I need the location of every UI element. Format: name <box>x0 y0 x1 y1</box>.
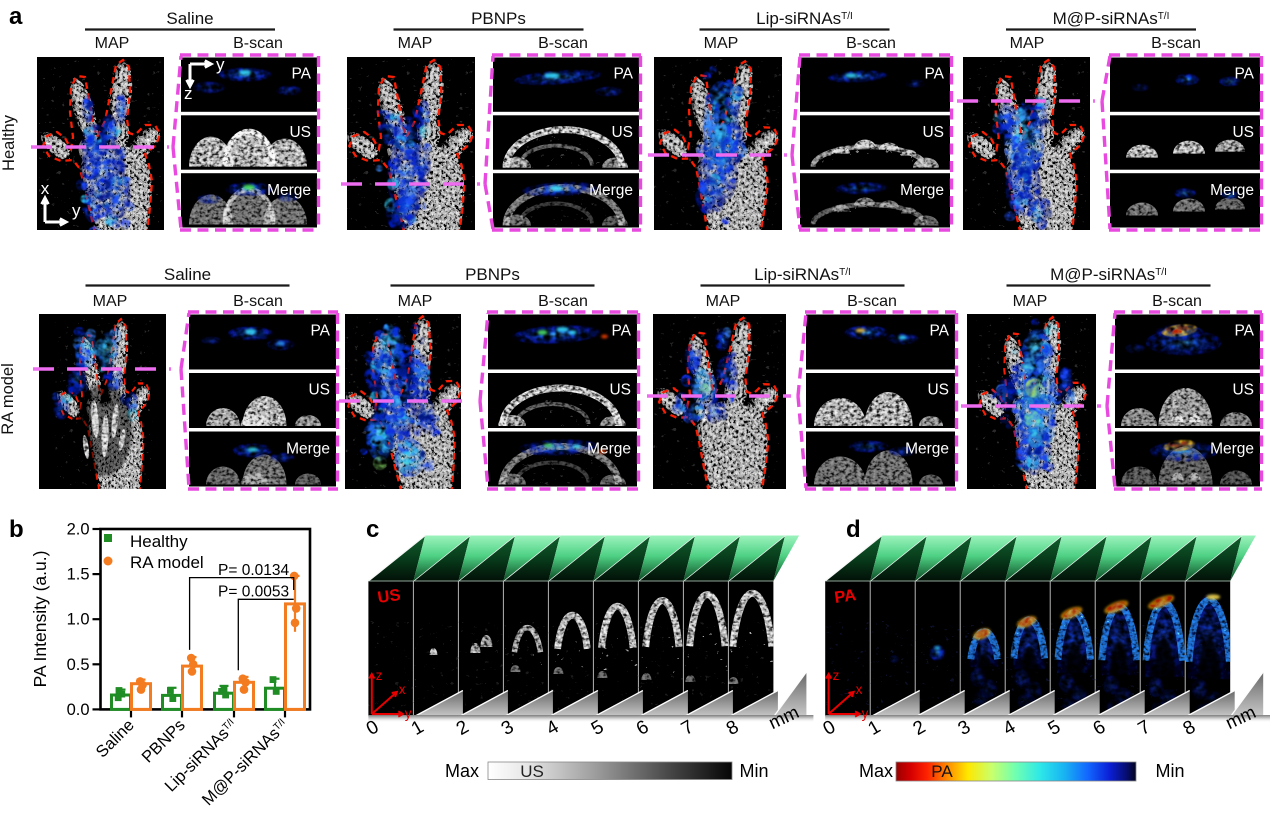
svg-text:PA: PA <box>310 323 330 340</box>
svg-text:MAP: MAP <box>1013 293 1048 310</box>
svg-text:US: US <box>289 124 311 141</box>
svg-text:Saline: Saline <box>166 9 213 28</box>
svg-text:M@P-siRNAsT/I: M@P-siRNAsT/I <box>199 716 292 809</box>
svg-text:x: x <box>41 179 50 198</box>
svg-text:PA: PA <box>929 323 949 340</box>
svg-text:Lip-siRNAsT/I: Lip-siRNAsT/I <box>754 265 851 284</box>
svg-text:PA: PA <box>1234 323 1254 340</box>
svg-text:PA: PA <box>931 762 953 781</box>
svg-text:Lip-siRNAsT/I: Lip-siRNAsT/I <box>756 9 853 28</box>
svg-text:MAP: MAP <box>398 35 433 52</box>
svg-text:Max: Max <box>859 761 893 781</box>
svg-text:US: US <box>520 762 544 781</box>
svg-text:PBNPs: PBNPs <box>465 265 520 284</box>
svg-text:PA: PA <box>291 66 311 83</box>
svg-text:z: z <box>376 668 383 683</box>
svg-text:B-scan: B-scan <box>846 35 896 52</box>
svg-text:US: US <box>1232 382 1254 399</box>
svg-text:MAP: MAP <box>704 35 739 52</box>
svg-text:y: y <box>405 706 412 721</box>
svg-text:Healthy: Healthy <box>130 532 188 551</box>
svg-text:PA: PA <box>613 66 633 83</box>
svg-text:MAP: MAP <box>398 293 433 310</box>
svg-text:PA: PA <box>833 586 857 607</box>
svg-text:Merge: Merge <box>587 441 631 458</box>
svg-text:y: y <box>72 201 81 220</box>
svg-text:y: y <box>216 55 225 74</box>
svg-text:Merge: Merge <box>905 441 949 458</box>
svg-text:Saline: Saline <box>164 265 211 284</box>
svg-text:Saline: Saline <box>93 716 138 761</box>
svg-text:M@P-siRNAsT/I: M@P-siRNAsT/I <box>1053 9 1170 28</box>
svg-text:US: US <box>376 586 401 607</box>
svg-text:US: US <box>308 382 330 399</box>
svg-text:Healthy: Healthy <box>0 114 18 171</box>
svg-text:B-scan: B-scan <box>233 35 283 52</box>
svg-text:B-scan: B-scan <box>538 293 588 310</box>
svg-text:c: c <box>366 516 379 543</box>
svg-text:B-scan: B-scan <box>233 293 283 310</box>
svg-text:a: a <box>9 3 23 30</box>
svg-text:Merge: Merge <box>589 182 633 199</box>
svg-text:US: US <box>1232 124 1254 141</box>
svg-text:PA Intensity (a.u.): PA Intensity (a.u.) <box>30 551 50 688</box>
svg-text:PA: PA <box>611 323 631 340</box>
svg-text:Merge: Merge <box>1210 182 1254 199</box>
svg-text:Max: Max <box>445 761 479 781</box>
svg-text:x: x <box>856 682 863 697</box>
svg-text:MAP: MAP <box>706 293 741 310</box>
svg-text:RA model: RA model <box>130 553 204 572</box>
svg-text:Merge: Merge <box>900 182 944 199</box>
svg-text:MAP: MAP <box>1010 35 1045 52</box>
svg-text:MAP: MAP <box>95 35 130 52</box>
svg-text:Merge: Merge <box>1210 441 1254 458</box>
svg-text:2.0: 2.0 <box>67 521 90 539</box>
svg-text:Min: Min <box>739 761 768 781</box>
svg-text:PA: PA <box>1234 66 1254 83</box>
svg-text:Merge: Merge <box>267 182 311 199</box>
svg-text:RA model: RA model <box>0 363 17 435</box>
svg-text:PA: PA <box>924 66 944 83</box>
svg-text:M@P-siRNAsT/I: M@P-siRNAsT/I <box>1050 265 1167 284</box>
svg-text:b: b <box>9 516 24 543</box>
svg-text:B-scan: B-scan <box>847 293 897 310</box>
svg-text:PBNPs: PBNPs <box>138 716 188 766</box>
svg-text:PBNPs: PBNPs <box>471 9 526 28</box>
svg-text:B-scan: B-scan <box>1152 293 1202 310</box>
svg-text:P= 0.0134: P= 0.0134 <box>218 562 289 579</box>
svg-text:z: z <box>184 84 193 103</box>
svg-text:US: US <box>611 124 633 141</box>
svg-text:z: z <box>833 668 840 683</box>
svg-text:B-scan: B-scan <box>1151 35 1201 52</box>
svg-text:x: x <box>399 682 406 697</box>
svg-text:1.5: 1.5 <box>67 566 90 584</box>
svg-text:US: US <box>927 382 949 399</box>
svg-text:US: US <box>609 382 631 399</box>
svg-text:d: d <box>846 516 861 543</box>
svg-text:Min: Min <box>1155 761 1184 781</box>
svg-text:P= 0.0053: P= 0.0053 <box>218 584 289 601</box>
svg-text:y: y <box>862 706 869 721</box>
svg-text:1.0: 1.0 <box>67 611 90 629</box>
svg-text:Merge: Merge <box>286 441 330 458</box>
svg-text:MAP: MAP <box>93 293 128 310</box>
svg-text:0.0: 0.0 <box>67 701 90 719</box>
svg-text:US: US <box>922 124 944 141</box>
svg-text:0.5: 0.5 <box>67 656 90 674</box>
svg-text:B-scan: B-scan <box>538 35 588 52</box>
